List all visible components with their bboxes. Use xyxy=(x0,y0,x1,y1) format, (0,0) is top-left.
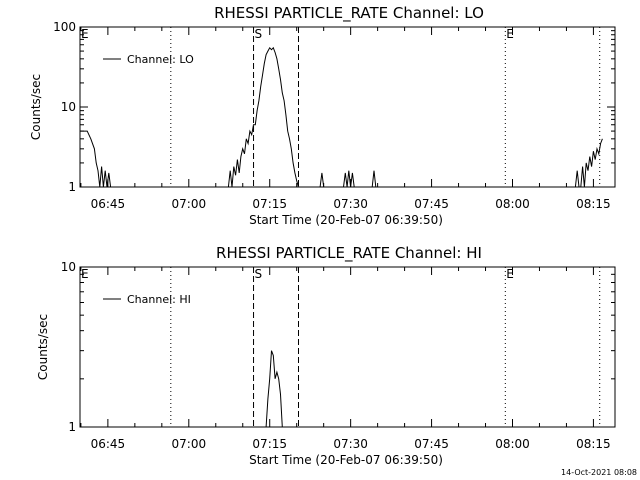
chart-title: RHESSI PARTICLE_RATE Channel: LO xyxy=(214,4,484,23)
y-tick-label: 10 xyxy=(61,260,76,274)
x-tick-label: 08:15 xyxy=(576,197,611,211)
x-tick-label: 06:45 xyxy=(91,437,126,451)
x-tick-label: 08:00 xyxy=(495,437,530,451)
y-axis-label: Counts/sec xyxy=(36,314,50,380)
x-tick-label: 07:45 xyxy=(414,437,449,451)
x-tick-label: 07:45 xyxy=(414,197,449,211)
legend-label: Channel: HI xyxy=(127,293,191,306)
series-line xyxy=(80,130,113,188)
x-ticks: 06:45 07:00 07:15 07:30 07:45 08:00 08:15 xyxy=(80,27,611,211)
panel-lo: RHESSI PARTICLE_RATE Channel: LO Counts/… xyxy=(29,4,616,227)
y-tick-label: 100 xyxy=(53,20,76,34)
x-tick-label: 07:30 xyxy=(333,197,368,211)
footer-timestamp: 14-Oct-2021 08:08 xyxy=(561,468,637,477)
x-tick-label: 07:00 xyxy=(172,437,207,451)
series-lines xyxy=(265,350,283,428)
y-ticks: 1 10 xyxy=(61,260,615,434)
y-axis-label: Counts/sec xyxy=(29,74,43,140)
series-line xyxy=(227,46,308,188)
x-tick-label: 07:15 xyxy=(252,197,287,211)
x-tick-label: 06:45 xyxy=(91,197,126,211)
marker-label: E xyxy=(506,267,514,281)
series-line xyxy=(265,350,283,428)
x-ticks: 06:45 07:00 07:15 07:30 07:45 08:00 08:15 xyxy=(80,267,611,451)
series-line xyxy=(343,170,355,188)
y-ticks: 1 10 100 xyxy=(53,20,615,194)
legend-label: Channel: LO xyxy=(127,53,194,66)
series-line xyxy=(319,172,325,188)
panel-hi: RHESSI PARTICLE_RATE Channel: HI Counts/… xyxy=(36,244,616,467)
chart-title: RHESSI PARTICLE_RATE Channel: HI xyxy=(216,244,482,263)
legend: Channel: LO xyxy=(103,53,194,66)
marker-label: E xyxy=(81,267,89,281)
x-tick-label: 07:30 xyxy=(333,437,368,451)
y-tick-label: 1 xyxy=(68,420,76,434)
series-line xyxy=(371,170,377,188)
y-tick-label: 1 xyxy=(68,180,76,194)
y-tick-label: 10 xyxy=(61,100,76,114)
marker-label: S xyxy=(255,267,263,281)
legend: Channel: HI xyxy=(103,293,191,306)
x-tick-label: 07:15 xyxy=(252,437,287,451)
x-tick-label: 08:15 xyxy=(576,437,611,451)
plot-frame xyxy=(79,26,616,188)
x-tick-label: 08:00 xyxy=(495,197,530,211)
x-tick-label: 07:00 xyxy=(172,197,207,211)
marker-label: E xyxy=(81,27,89,41)
series-line xyxy=(574,138,603,188)
marker-label: E xyxy=(506,27,514,41)
x-axis-label: Start Time (20-Feb-07 06:39:50) xyxy=(249,453,443,467)
x-axis-label: Start Time (20-Feb-07 06:39:50) xyxy=(249,213,443,227)
marker-label: S xyxy=(255,27,263,41)
plot-frame xyxy=(79,266,616,428)
series-lines xyxy=(80,46,603,188)
